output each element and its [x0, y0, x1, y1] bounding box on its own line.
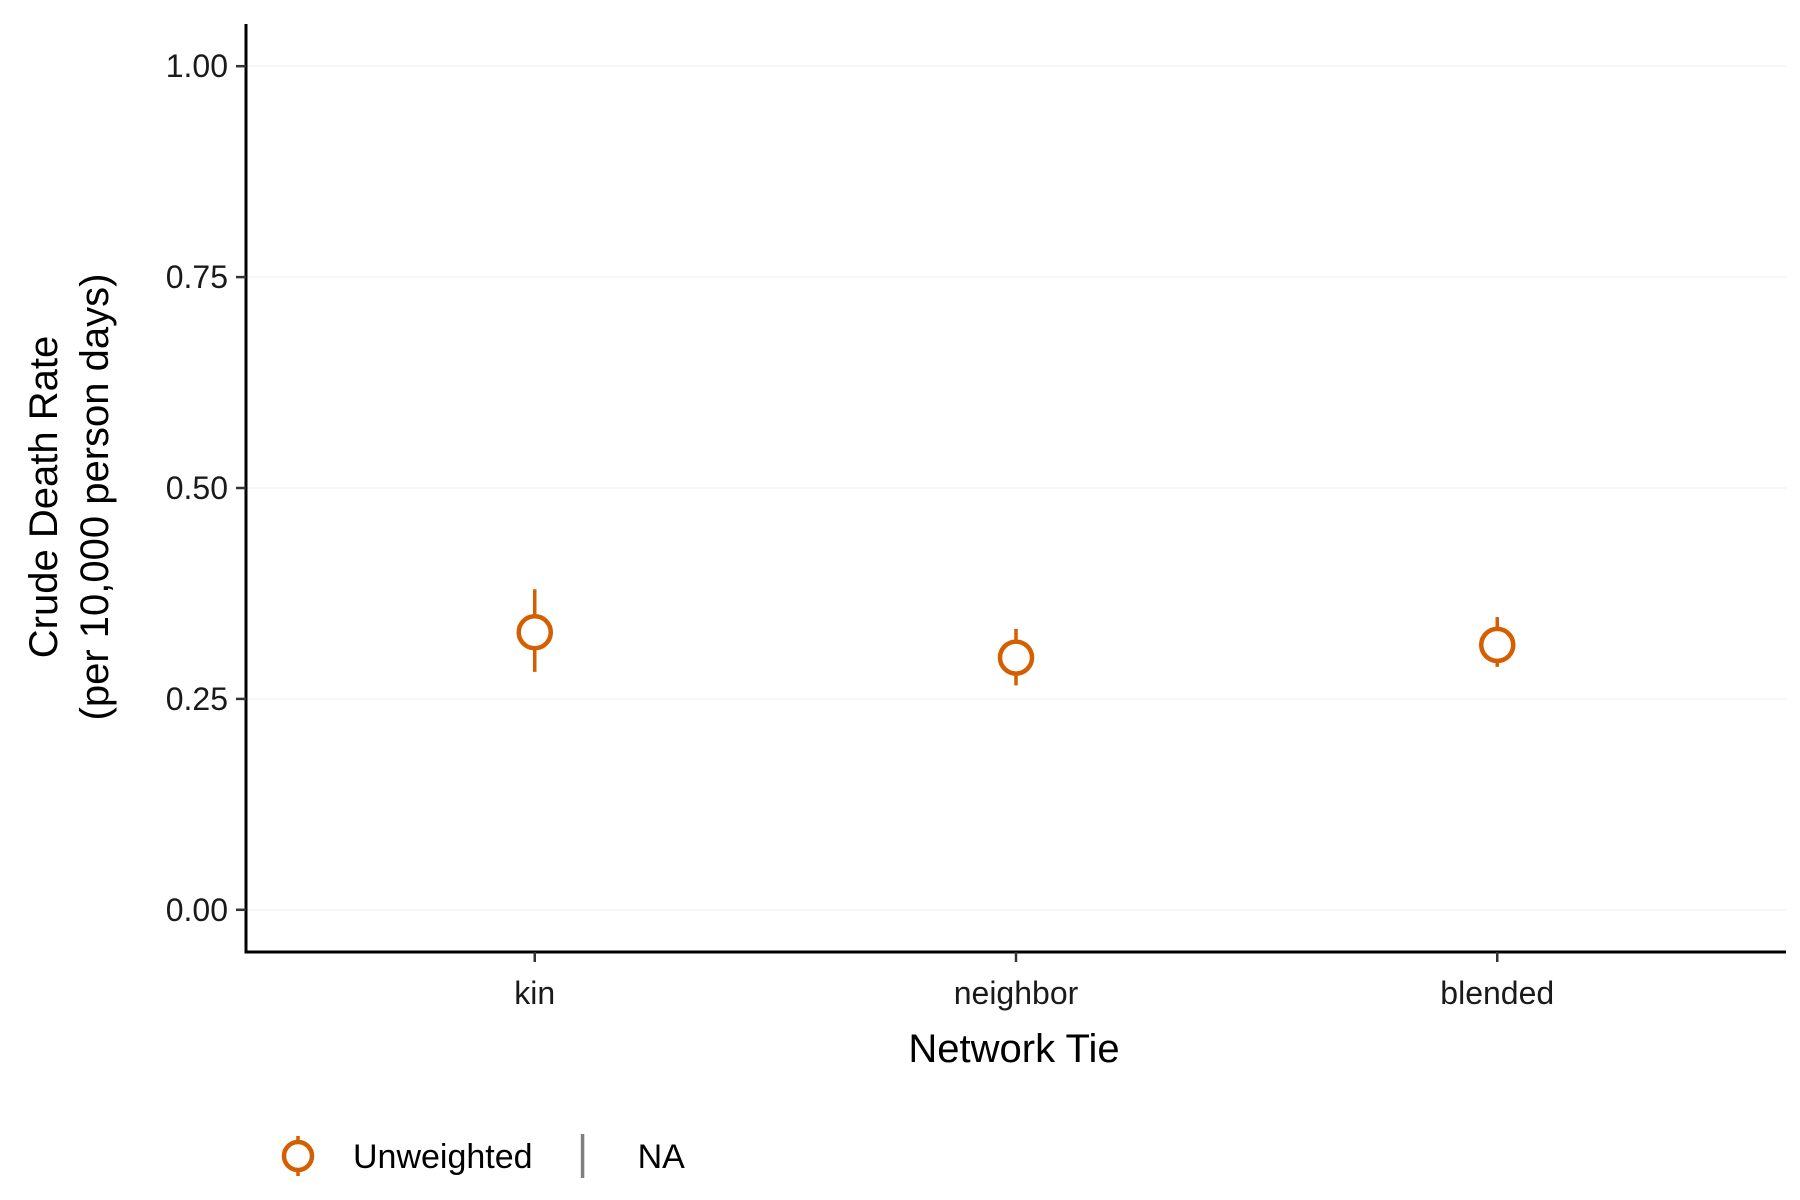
point-blended	[1479, 626, 1516, 664]
y-tick-label-4: 1.00	[166, 48, 228, 84]
y-tick-label-0: 0.00	[166, 892, 228, 928]
x-tick-label-blended: blended	[1440, 975, 1554, 1011]
y-axis-title-line2: (per 10,000 person days)	[73, 274, 117, 721]
gridlines	[246, 65, 1786, 911]
y-axis: 0.00 0.25 0.50 0.75 1.00	[166, 24, 248, 952]
legend-label-1: NA	[638, 1138, 686, 1176]
x-tick-label-neighbor: neighbor	[954, 975, 1079, 1011]
x-tick-label-kin: kin	[514, 975, 555, 1011]
legend-key-circle-0	[281, 1139, 315, 1173]
data-points	[516, 589, 1516, 686]
point-neighbor	[997, 639, 1035, 676]
x-axis-title: Network Tie	[908, 1027, 1119, 1071]
point-kin	[516, 614, 553, 651]
x-axis: kin neighbor blended	[244, 950, 1786, 1011]
legend: Unweighted NA	[281, 1134, 686, 1178]
y-tick-label-2: 0.50	[166, 470, 228, 506]
y-tick-label-3: 0.75	[166, 259, 228, 295]
y-tick-label-1: 0.25	[166, 681, 228, 717]
y-axis-title-line1: Crude Death Rate	[22, 336, 66, 658]
legend-label-0: Unweighted	[353, 1138, 533, 1176]
